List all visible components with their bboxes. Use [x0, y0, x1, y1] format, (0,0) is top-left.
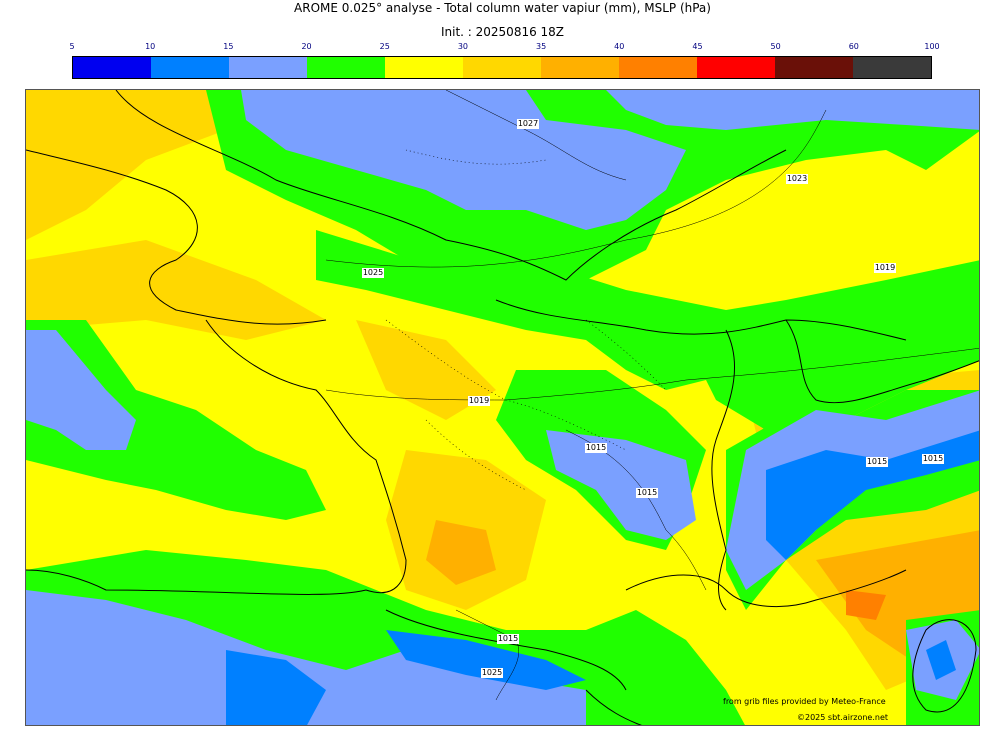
copyright-credit[interactable]: ©2025 sbt.airzone.net — [797, 713, 888, 722]
source-credit: from grib files provided by Meteo-France — [723, 697, 886, 706]
svg-text:1019: 1019 — [875, 263, 895, 272]
colorbar — [72, 56, 932, 79]
svg-text:1025: 1025 — [363, 268, 383, 277]
isobar-label: 1027 — [517, 119, 539, 129]
colorbar-segment — [463, 57, 541, 78]
svg-text:1023: 1023 — [787, 174, 807, 183]
svg-text:1015: 1015 — [923, 454, 943, 463]
colorbar-tick-label: 45 — [692, 42, 703, 51]
colorbar-tick-label: 100 — [924, 42, 940, 51]
field-15-20 — [546, 430, 696, 540]
isobar-labels: 1027 1025 1023 1019 1019 1015 1015 1015 1015 1015… — [362, 119, 944, 678]
init-time: Init. : 20250816 18Z — [440, 25, 565, 39]
field-15-20 — [241, 90, 686, 230]
svg-text:1015: 1015 — [637, 488, 657, 497]
isobar-label: 1025 — [362, 268, 384, 278]
svg-text:1015: 1015 — [498, 634, 518, 643]
colorbar-tick-label: 40 — [614, 42, 625, 51]
colorbar-ticks: 5 10 15 20 25 30 35 40 45 50 60 100 — [69, 41, 939, 53]
isobar-label: 1019 — [874, 263, 896, 273]
svg-text:1015: 1015 — [586, 443, 606, 452]
field-10-15 — [386, 630, 586, 690]
field-10-15 — [926, 640, 956, 680]
coastlines — [26, 90, 979, 725]
isobar-label: 1015 — [497, 634, 519, 644]
field-20-25 — [26, 320, 326, 520]
field-15-20 — [26, 590, 586, 725]
colorbar-tick-label: 35 — [535, 42, 547, 51]
colorbar-segment — [697, 57, 775, 78]
colorbar-tick-label: 25 — [379, 42, 390, 51]
field-15-20 — [606, 90, 979, 130]
svg-text:1019: 1019 — [469, 396, 489, 405]
field-35-40 — [426, 520, 496, 585]
colorbar-tick-label: 15 — [223, 42, 234, 51]
colorbar-tick-label: 5 — [69, 42, 75, 51]
isobar-label: 1015 — [922, 454, 944, 464]
colorbar-tick-label: 10 — [145, 42, 156, 51]
field-30-35 — [26, 90, 246, 240]
field-15-20 — [26, 330, 136, 450]
chart-title: AROME 0.025° analyse - Total column wate… — [294, 1, 711, 15]
colorbar-segment — [853, 57, 931, 78]
colorbar-segment — [229, 57, 307, 78]
field-30-35 — [356, 320, 496, 420]
field-40-45 — [846, 590, 886, 620]
colorbar-segment — [775, 57, 853, 78]
colorbar-segment — [307, 57, 385, 78]
svg-text:1027: 1027 — [518, 119, 538, 128]
colorbar-segment — [541, 57, 619, 78]
colorbar-tick-label: 60 — [848, 42, 859, 51]
field-10-15 — [226, 650, 326, 725]
colorbar-segment — [73, 57, 151, 78]
svg-text:1015: 1015 — [867, 457, 887, 466]
svg-text:1025: 1025 — [482, 668, 502, 677]
colorbar-tick-label: 50 — [770, 42, 781, 51]
isobar-label: 1015 — [866, 457, 888, 467]
isobar-label: 1015 — [636, 488, 658, 498]
colorbar-tick-label: 20 — [301, 42, 312, 51]
colorbar-segment — [151, 57, 229, 78]
colorbar-segment — [619, 57, 697, 78]
colorbar-segment — [385, 57, 463, 78]
map-panel: 1027 1025 1023 1019 1019 1015 1015 1015 1015 1015… — [25, 89, 980, 726]
isobar-label: 1023 — [786, 174, 808, 184]
isobar-label: 1015 — [585, 443, 607, 453]
colorbar-tick-label: 30 — [457, 42, 468, 51]
isobar-label: 1019 — [468, 396, 490, 406]
water-vapour-field: 1027 1025 1023 1019 1019 1015 1015 1015 1015 1015… — [26, 90, 979, 725]
field-30-35 — [26, 240, 326, 340]
isobar-label: 1025 — [481, 668, 503, 678]
